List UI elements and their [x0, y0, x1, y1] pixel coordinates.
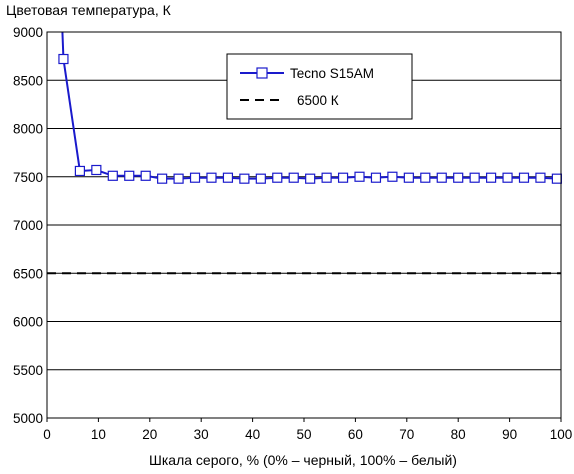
data-point-tecno-26 — [485, 172, 497, 183]
x-tick-label-90: 90 — [502, 427, 517, 442]
data-point-tecno-22 — [420, 172, 431, 183]
data-point-tecno-16 — [321, 172, 332, 183]
tick-labels: 5000 5500 6000 6500 7000 7500 8000 8500 9000 0 10 2… — [13, 25, 572, 442]
x-tick-label-40: 40 — [245, 427, 260, 442]
data-point-tecno-9 — [206, 172, 217, 183]
y-tick-label-9000: 9000 — [13, 25, 43, 40]
data-point-tecno-30 — [551, 173, 562, 184]
data-point-tecno-29 — [535, 172, 546, 183]
data-point-tecno-17 — [337, 172, 349, 183]
data-point-tecno-3 — [107, 170, 118, 181]
series-layer — [47, 31, 562, 275]
data-point-tecno-10 — [222, 172, 234, 183]
data-point-tecno-8 — [189, 172, 201, 183]
x-tick-label-70: 70 — [399, 427, 414, 442]
legend-label-tecno: Tecno S15AM — [290, 66, 374, 81]
x-tick-label-50: 50 — [296, 427, 311, 442]
data-point-tecno-6 — [157, 173, 168, 184]
legend-marker-tecno — [256, 67, 268, 79]
data-point-tecno-24 — [453, 172, 464, 183]
data-point-tecno-20 — [387, 171, 398, 182]
data-point-tecno-27 — [502, 172, 513, 183]
chart-title: Цветовая температура, К — [6, 2, 172, 18]
x-tick-label-20: 20 — [142, 427, 157, 442]
plot-frame — [46, 31, 562, 419]
y-tick-label-7500: 7500 — [13, 170, 43, 185]
x-tick-label-100: 100 — [550, 427, 573, 442]
data-point-tecno-13 — [272, 172, 283, 183]
data-point-tecno-12 — [255, 173, 266, 184]
x-tick-label-10: 10 — [91, 427, 106, 442]
data-point-tecno-19 — [370, 172, 382, 183]
y-tick-label-5000: 5000 — [13, 411, 43, 426]
x-axis-label: Шкала серого, % (0% – черный, 100% – бел… — [149, 452, 457, 468]
y-tick-label-5500: 5500 — [13, 363, 43, 378]
data-point-tecno-4 — [124, 170, 135, 181]
y-tick-label-7000: 7000 — [13, 218, 43, 233]
data-point-tecno-21 — [403, 172, 414, 183]
data-point-tecno-18 — [354, 171, 365, 182]
legend-label-6500: 6500 К — [297, 93, 339, 108]
x-tick-label-0: 0 — [43, 427, 51, 442]
data-point-tecno-2 — [91, 164, 102, 176]
legend-box — [226, 53, 413, 120]
data-point-tecno-1 — [74, 165, 85, 177]
data-point-tecno-14 — [288, 172, 299, 183]
data-point-tecno-7 — [173, 173, 184, 184]
y-tick-label-6500: 6500 — [13, 266, 43, 281]
legend: Tecno S15AM 6500 К — [226, 53, 413, 120]
data-point-tecno-11 — [239, 173, 250, 184]
y-tick-label-8500: 8500 — [13, 73, 43, 88]
data-point-tecno-0 — [58, 53, 69, 65]
y-tick-label-6000: 6000 — [13, 315, 43, 330]
y-tick-label-8000: 8000 — [13, 122, 43, 137]
x-tick-label-30: 30 — [194, 427, 209, 442]
data-point-tecno-5 — [140, 170, 151, 181]
x-tick-label-80: 80 — [451, 427, 466, 442]
x-tick-label-60: 60 — [348, 427, 363, 442]
data-point-tecno-25 — [469, 172, 480, 183]
data-point-tecno-28 — [518, 172, 530, 183]
data-point-tecno-15 — [305, 173, 316, 184]
data-point-tecno-23 — [436, 172, 447, 183]
